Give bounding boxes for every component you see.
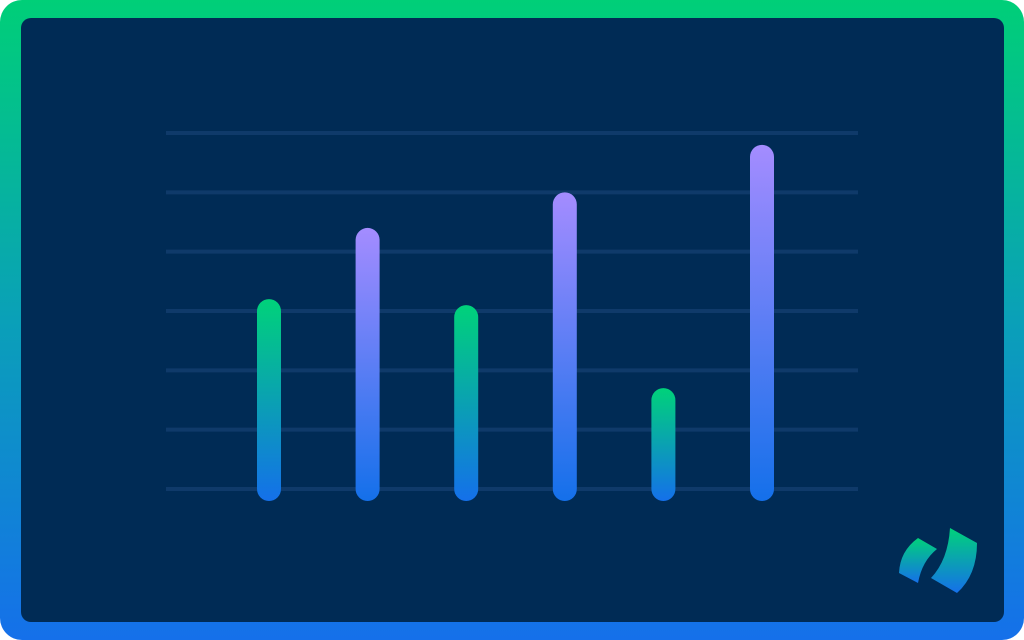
logo — [899, 528, 977, 593]
bar — [651, 388, 676, 501]
bar — [257, 299, 281, 501]
bar — [355, 227, 380, 501]
bar — [552, 192, 577, 502]
logo-right — [931, 528, 977, 593]
bar — [750, 144, 774, 501]
logo-left — [899, 538, 937, 583]
panel — [21, 18, 1004, 622]
bar — [454, 305, 479, 501]
